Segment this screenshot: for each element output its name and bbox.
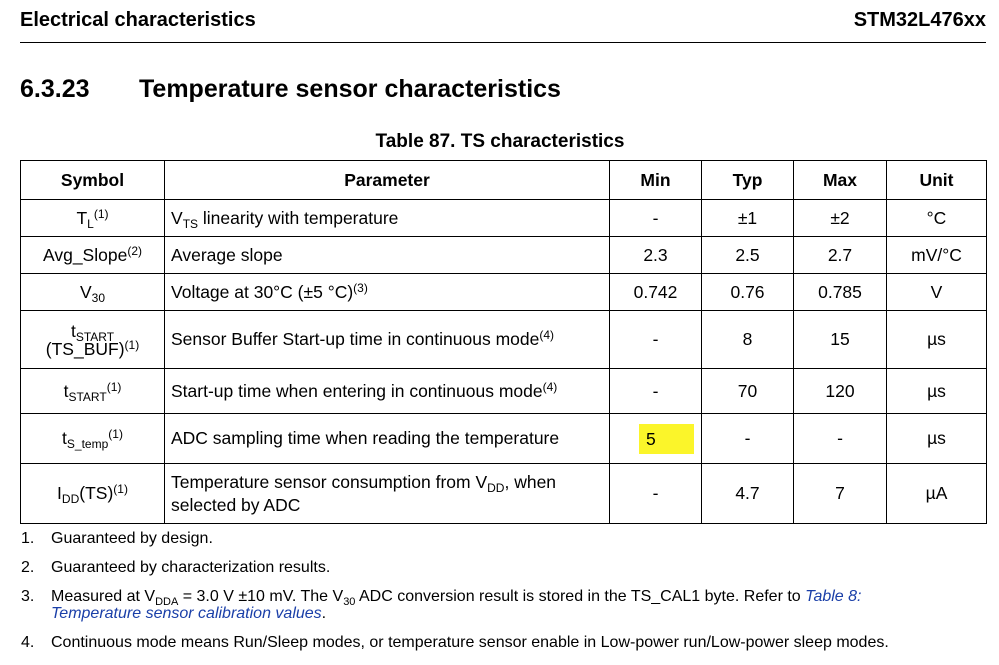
section-title: Temperature sensor characteristics <box>139 75 561 103</box>
cell-unit: µs <box>886 413 987 464</box>
footnote-2: 2. Guaranteed by characterization results… <box>21 559 331 576</box>
table-row: tS_temp(1) ADC sampling time when readin… <box>20 413 987 464</box>
cell-typ: 2.5 <box>701 236 794 274</box>
cell-symbol: IDD(TS)(1) <box>20 463 165 524</box>
cell-unit: µs <box>886 368 987 414</box>
cell-symbol: tSTART (TS_BUF)(1) <box>20 310 165 369</box>
cell-parameter: Average slope <box>164 236 610 274</box>
header-divider <box>20 42 986 43</box>
page-header-right: STM32L476xx <box>853 9 986 31</box>
table-row: V30 Voltage at 30°C (±5 °C)(3) 0.742 0.7… <box>20 273 987 311</box>
cell-max: - <box>793 413 887 464</box>
cell-typ: 4.7 <box>701 463 794 524</box>
table-title: Table 87. TS characteristics <box>375 131 625 152</box>
cell-unit: mV/°C <box>886 236 987 274</box>
cell-unit: µs <box>886 310 987 369</box>
cell-symbol: Avg_Slope(2) <box>20 236 165 274</box>
header-typ: Typ <box>701 160 794 200</box>
cell-min: - <box>609 310 702 369</box>
cell-max: 7 <box>793 463 887 524</box>
cell-unit: V <box>886 273 987 311</box>
cell-parameter: VTS linearity with temperature <box>164 199 610 237</box>
header-symbol: Symbol <box>20 160 165 200</box>
table-row: IDD(TS)(1) Temperature sensor consumptio… <box>20 463 987 524</box>
cell-max: 0.785 <box>793 273 887 311</box>
table-8-link[interactable]: Table 8: <box>805 588 862 605</box>
cell-unit: °C <box>886 199 987 237</box>
ts-characteristics-table: Symbol Parameter Min Typ Max Unit TL(1) … <box>20 160 987 524</box>
section-number: 6.3.23 <box>20 75 90 103</box>
header-unit: Unit <box>886 160 987 200</box>
cell-parameter: Sensor Buffer Start-up time in continuou… <box>164 310 610 369</box>
header-max: Max <box>793 160 887 200</box>
footnote-3-continued: Temperature sensor calibration values. <box>51 605 327 622</box>
table-header-row: Symbol Parameter Min Typ Max Unit <box>20 160 987 200</box>
table-row: TL(1) VTS linearity with temperature - ±… <box>20 199 987 237</box>
cell-typ: 70 <box>701 368 794 414</box>
table-row: tSTART (TS_BUF)(1) Sensor Buffer Start-up… <box>20 310 987 369</box>
cell-max: ±2 <box>793 199 887 237</box>
cell-typ: 8 <box>701 310 794 369</box>
cell-symbol: tSTART(1) <box>20 368 165 414</box>
cell-min: - <box>609 368 702 414</box>
cell-parameter: Voltage at 30°C (±5 °C)(3) <box>164 273 610 311</box>
cell-typ: - <box>701 413 794 464</box>
footnote-4: 4. Continuous mode means Run/Sleep modes,… <box>21 634 889 651</box>
header-min: Min <box>609 160 702 200</box>
cell-symbol: tS_temp(1) <box>20 413 165 464</box>
cell-max: 2.7 <box>793 236 887 274</box>
highlighted-value: 5 <box>639 423 694 454</box>
cell-min: - <box>609 199 702 237</box>
cell-min: 2.3 <box>609 236 702 274</box>
cell-parameter: Temperature sensor consumption from VDD,… <box>164 463 610 524</box>
cell-max: 120 <box>793 368 887 414</box>
cell-symbol: V30 <box>20 273 165 311</box>
cell-max: 15 <box>793 310 887 369</box>
cell-typ: ±1 <box>701 199 794 237</box>
cell-symbol: TL(1) <box>20 199 165 237</box>
page-header-left: Electrical characteristics <box>20 9 256 31</box>
table-row: Avg_Slope(2) Average slope 2.3 2.5 2.7 m… <box>20 236 987 274</box>
cell-parameter: Start-up time when entering in continuou… <box>164 368 610 414</box>
footnote-3: 3. Measured at VDDA = 3.0 V ±10 mV. The V… <box>21 588 862 608</box>
cell-typ: 0.76 <box>701 273 794 311</box>
header-parameter: Parameter <box>164 160 610 200</box>
cell-min: - <box>609 463 702 524</box>
footnote-1: 1. Guaranteed by design. <box>21 530 213 547</box>
cell-unit: µA <box>886 463 987 524</box>
calibration-values-link[interactable]: Temperature sensor calibration values <box>51 605 322 622</box>
table-row: tSTART(1) Start-up time when entering in… <box>20 368 987 414</box>
cell-min: 0.742 <box>609 273 702 311</box>
cell-min: 5 <box>609 413 702 464</box>
cell-parameter: ADC sampling time when reading the tempe… <box>164 413 610 464</box>
